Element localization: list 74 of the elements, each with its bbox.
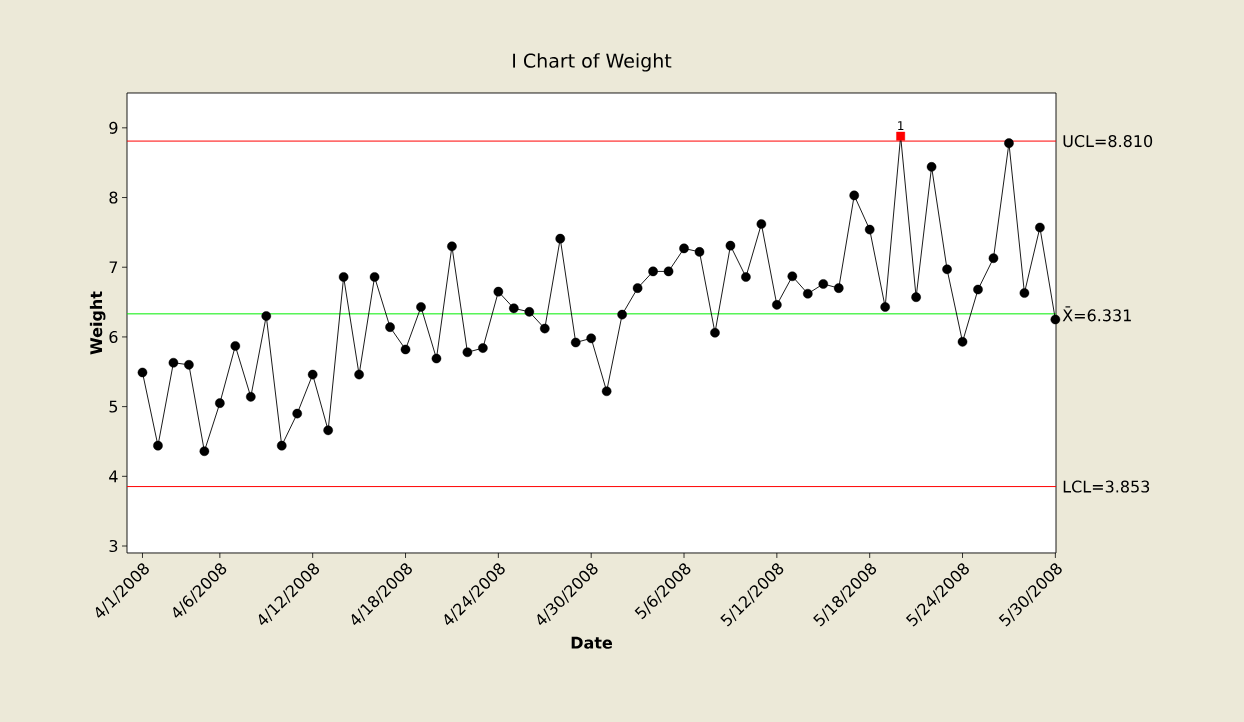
point bbox=[184, 360, 194, 370]
point bbox=[617, 309, 627, 320]
point bbox=[942, 264, 952, 275]
point bbox=[880, 302, 890, 312]
point bbox=[292, 408, 302, 419]
point bbox=[478, 343, 488, 353]
point bbox=[1004, 138, 1014, 148]
point bbox=[215, 398, 225, 408]
y-tick-label: 6 bbox=[109, 330, 118, 343]
point bbox=[570, 337, 581, 348]
point bbox=[137, 367, 148, 378]
point bbox=[864, 224, 875, 235]
y-tick-label: 5 bbox=[109, 400, 118, 413]
point bbox=[679, 243, 689, 254]
point bbox=[1050, 314, 1061, 325]
point bbox=[323, 425, 333, 436]
y-tick-label: 7 bbox=[109, 261, 118, 274]
point bbox=[926, 162, 937, 172]
point bbox=[447, 241, 457, 252]
point bbox=[741, 272, 751, 282]
point bbox=[632, 283, 643, 293]
y-axis-title: Weight bbox=[89, 291, 106, 355]
point bbox=[385, 322, 395, 332]
point bbox=[586, 333, 596, 344]
ref-line-label: UCL=8.810 bbox=[1063, 135, 1153, 148]
point bbox=[710, 327, 720, 338]
y-tick-label: 8 bbox=[109, 191, 118, 204]
ref-line-label: LCL=3.853 bbox=[1063, 480, 1150, 493]
point bbox=[261, 311, 272, 321]
point bbox=[694, 247, 705, 257]
point bbox=[524, 307, 535, 317]
point bbox=[369, 272, 380, 282]
point bbox=[276, 440, 287, 451]
point bbox=[400, 344, 411, 355]
point bbox=[725, 240, 736, 251]
point bbox=[354, 369, 364, 380]
x-axis-title: Date bbox=[571, 636, 613, 649]
chart-title: I Chart of Weight bbox=[513, 53, 672, 72]
point bbox=[246, 392, 256, 402]
point bbox=[555, 233, 566, 244]
point bbox=[896, 131, 906, 141]
ref-line-label: X̄=6.331 bbox=[1062, 306, 1131, 322]
y-tick-label: 3 bbox=[109, 539, 118, 553]
point bbox=[803, 288, 813, 299]
point bbox=[833, 283, 844, 293]
y-tick-label: 4 bbox=[109, 470, 118, 483]
point bbox=[168, 357, 179, 368]
point bbox=[1019, 288, 1030, 298]
point bbox=[416, 302, 426, 312]
point bbox=[957, 337, 968, 347]
point bbox=[1035, 222, 1045, 233]
point bbox=[787, 271, 798, 282]
point bbox=[601, 386, 612, 397]
annotation: 1 bbox=[898, 121, 904, 131]
point bbox=[973, 284, 983, 295]
point bbox=[307, 369, 318, 380]
point bbox=[230, 341, 241, 351]
point bbox=[153, 440, 163, 451]
point bbox=[539, 323, 550, 334]
point bbox=[772, 300, 782, 310]
point bbox=[988, 253, 999, 263]
y-tick-label: 9 bbox=[109, 121, 118, 134]
point bbox=[756, 219, 767, 229]
point bbox=[199, 446, 210, 457]
point bbox=[431, 353, 442, 364]
point bbox=[911, 292, 921, 302]
point bbox=[663, 266, 674, 277]
point bbox=[849, 190, 859, 201]
point bbox=[338, 272, 349, 282]
point bbox=[493, 286, 504, 297]
point bbox=[509, 303, 519, 314]
point bbox=[462, 347, 473, 358]
point bbox=[648, 266, 658, 277]
point bbox=[818, 279, 829, 289]
